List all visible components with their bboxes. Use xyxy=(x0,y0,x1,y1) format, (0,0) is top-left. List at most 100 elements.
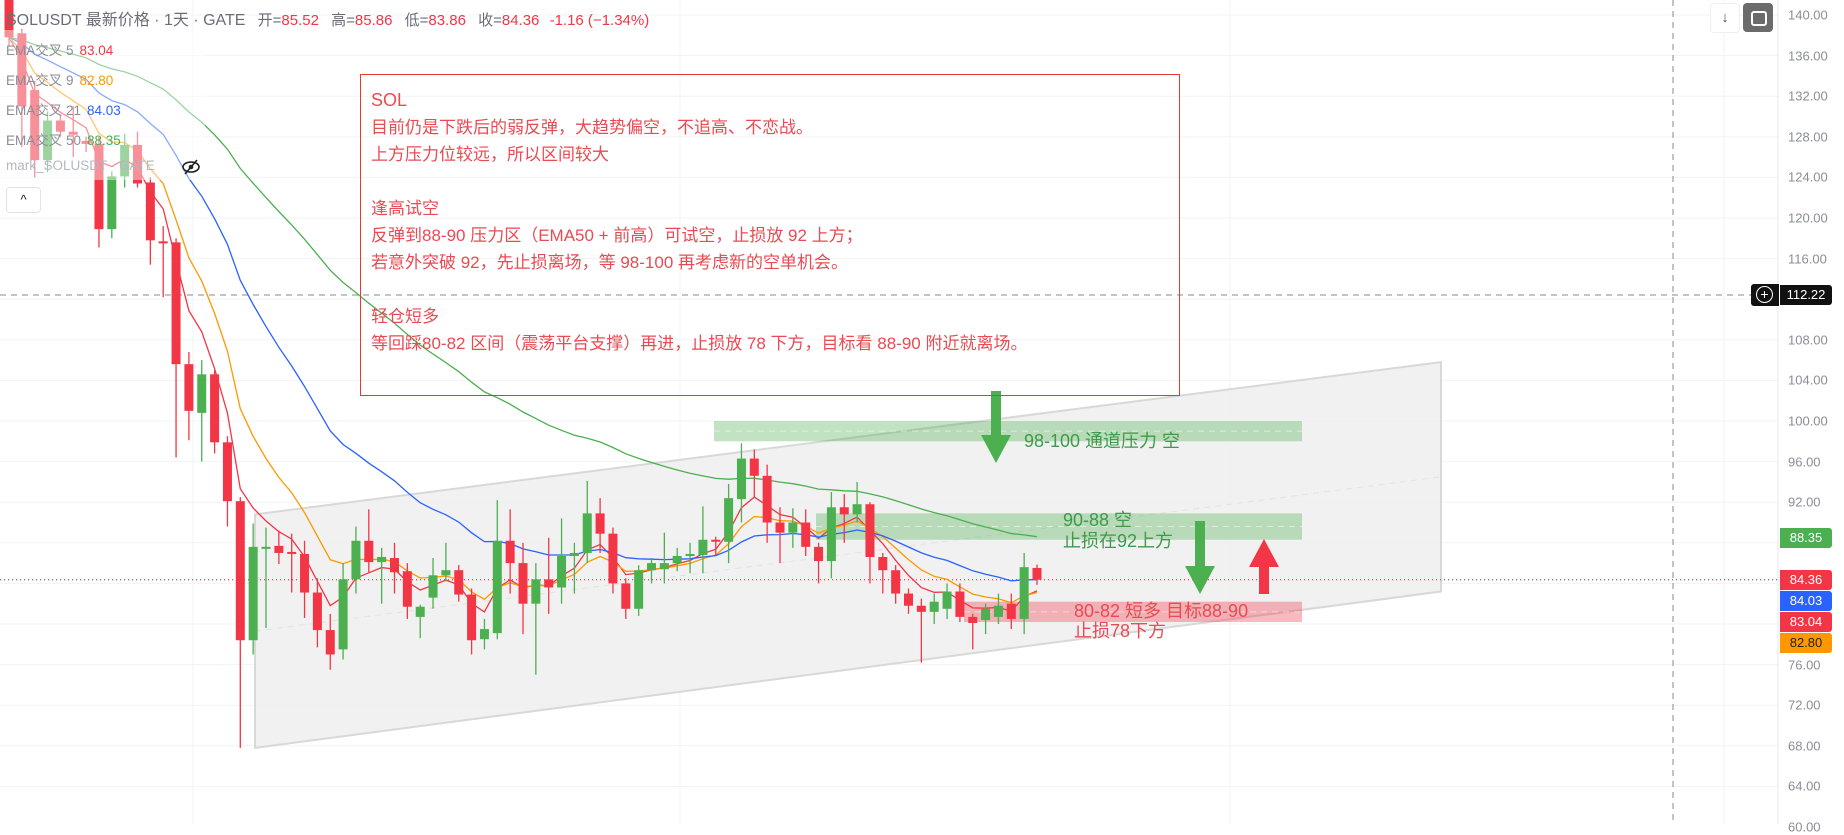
candle-down xyxy=(955,591,965,617)
candle-down xyxy=(30,90,40,161)
legend-label: EMA交叉 50 xyxy=(6,133,82,148)
legend-backdrop xyxy=(0,30,205,180)
candle-down xyxy=(968,616,978,623)
candle-up xyxy=(736,458,746,500)
scroll-to-latest-button[interactable]: ↓ xyxy=(1710,3,1740,33)
fullscreen-icon xyxy=(1751,11,1767,26)
note-line: 上方压力位较远，所以区间较大 xyxy=(371,145,609,164)
candle-down xyxy=(68,131,78,135)
candle-down xyxy=(402,571,412,607)
price-tick-label: 72.00 xyxy=(1788,697,1821,713)
candle-down xyxy=(312,592,322,631)
candle-down xyxy=(274,545,284,553)
candle-up xyxy=(377,557,387,563)
candle-down xyxy=(621,583,631,609)
note-line: 轻仓短多 xyxy=(371,307,439,326)
analysis-note[interactable]: SOL 目前仍是下跌后的弱反弹，大趋势偏空，不追高、不恋战。 上方压力位较远，所… xyxy=(360,74,1180,396)
candle-up xyxy=(929,601,939,612)
candle-up xyxy=(685,553,695,556)
candle-down xyxy=(454,570,464,595)
zone-label-80-82: 80-82 短多 目标88-90 xyxy=(1074,601,1249,621)
note-line: 等回踩80-82 区间（震荡平台支撑）再进，止损放 78 下方，目标看 88-9… xyxy=(371,334,1028,353)
candle-up xyxy=(248,546,258,641)
ema9-price-label: 82.80 xyxy=(1780,633,1832,653)
price-tick-label: 104.00 xyxy=(1788,372,1828,388)
candle-up xyxy=(261,546,271,549)
note-line: 目前仍是下跌后的弱反弹，大趋势偏空，不追高、不恋战。 xyxy=(371,118,813,137)
candle-down xyxy=(17,33,27,107)
fullscreen-button[interactable] xyxy=(1743,3,1773,32)
arrow-down-icon xyxy=(981,391,1011,463)
symbol-subtitle: 最新价格 · 1天 · GATE xyxy=(85,12,246,29)
close-value: 84.36 xyxy=(501,12,540,29)
price-tick-label: 92.00 xyxy=(1788,494,1821,510)
change-value: -1.16 (−1.34%) xyxy=(549,12,650,29)
note-line xyxy=(371,168,1169,195)
candle-down xyxy=(711,539,721,542)
legend-value: 84.03 xyxy=(87,103,121,118)
price-tick-label: 76.00 xyxy=(1788,657,1821,673)
zone-label-98-100: 98-100 通道压力 空 xyxy=(1024,431,1181,451)
price-tick-label: 68.00 xyxy=(1788,738,1821,754)
legend-mark-series[interactable]: mark_SOLUSDT · GATE xyxy=(6,158,155,173)
legend-label: EMA交叉 5 xyxy=(6,43,74,58)
candle-up xyxy=(569,552,579,556)
zone-label-88-90: 90-88 空 xyxy=(1063,510,1133,530)
price-tick-label: 136.00 xyxy=(1788,48,1828,64)
candle-up xyxy=(672,555,682,564)
legend-value: 88.35 xyxy=(87,133,121,148)
price-tick-label: 132.00 xyxy=(1788,88,1828,104)
candle-up xyxy=(981,608,991,620)
candle-down xyxy=(287,551,297,554)
price-tick-label: 108.00 xyxy=(1788,332,1828,348)
candle-up xyxy=(698,539,708,555)
candle-up xyxy=(993,605,1003,617)
candle-down xyxy=(891,570,901,594)
legend-label: EMA交叉 9 xyxy=(6,73,74,88)
candle-up xyxy=(107,176,117,230)
eye-slash-icon[interactable] xyxy=(181,157,201,177)
candle-down xyxy=(762,475,772,523)
candle-down xyxy=(94,143,104,230)
legend-ema50[interactable]: EMA交叉 50 88.35 xyxy=(6,129,121,149)
candle-down xyxy=(184,364,194,411)
candle-down xyxy=(145,182,155,241)
chevron-up-icon: ^ xyxy=(20,192,27,207)
note-line: 逢高试空 xyxy=(371,199,439,218)
note-line xyxy=(371,276,1169,303)
candle-up xyxy=(441,570,451,576)
candle-up xyxy=(1019,567,1029,619)
candle-down xyxy=(4,0,14,38)
high-value: 85.86 xyxy=(354,12,393,29)
note-line: 若意外突破 92，先止损离场，等 98-100 再考虑新的空单机会。 xyxy=(371,253,849,272)
arrow-up-icon xyxy=(1249,539,1279,594)
candle-down xyxy=(390,558,399,573)
candle-down xyxy=(1032,567,1042,580)
candle-down xyxy=(518,563,528,604)
price-tick-label: 64.00 xyxy=(1788,778,1821,794)
legend-ema21[interactable]: EMA交叉 21 84.03 xyxy=(6,99,121,119)
high-label: 高= xyxy=(331,12,355,29)
open-value: 85.52 xyxy=(281,12,319,29)
ema21-price-label: 84.03 xyxy=(1780,591,1832,611)
candle-down xyxy=(839,507,849,515)
candle-down xyxy=(364,540,374,563)
price-tick-label: 124.00 xyxy=(1788,169,1828,185)
candle-up xyxy=(852,504,862,515)
candle-down xyxy=(749,458,759,476)
legend-ema5[interactable]: EMA交叉 5 83.04 xyxy=(6,39,113,59)
candle-down xyxy=(235,501,245,641)
legend-collapse-button[interactable]: ^ xyxy=(6,187,41,213)
symbol-header: SOLUSDT 最新价格 · 1天 · GATE 开=85.52 高=85.86… xyxy=(6,6,649,30)
add-alert-button[interactable]: + xyxy=(1751,284,1779,306)
legend-ema9[interactable]: EMA交叉 9 82.80 xyxy=(6,69,113,89)
candle-down xyxy=(505,540,515,564)
candle-up xyxy=(557,555,567,588)
price-tick-label: 96.00 xyxy=(1788,454,1821,470)
legend-value: 83.04 xyxy=(79,43,114,58)
candle-up xyxy=(942,591,952,609)
candle-down xyxy=(595,513,605,534)
candle-up xyxy=(492,540,502,634)
candle-down xyxy=(544,579,554,588)
